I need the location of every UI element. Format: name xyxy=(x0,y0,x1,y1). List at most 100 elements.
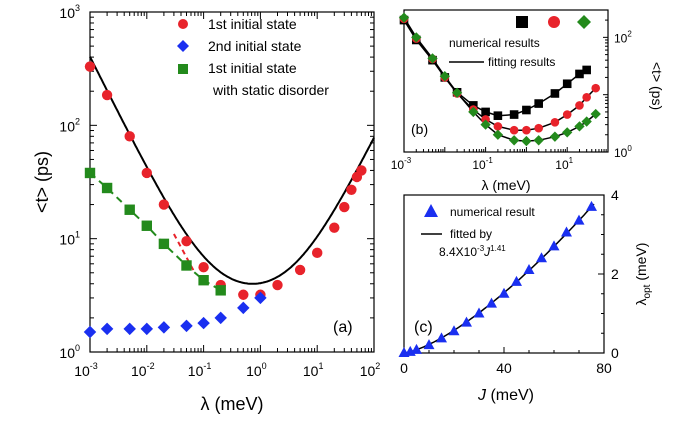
a-xtick-label: 101 xyxy=(303,361,324,379)
b-ytick-label: 100 xyxy=(614,144,632,160)
c-series-point xyxy=(498,287,510,298)
c-ytick-label: 2 xyxy=(611,266,619,282)
c-ytick-label: 0 xyxy=(611,345,619,361)
a-series2-point xyxy=(181,260,192,271)
b-series0-point xyxy=(522,105,531,115)
c-series-point xyxy=(586,200,597,211)
b-series2-point xyxy=(468,106,479,118)
b-series1-point xyxy=(534,123,543,133)
a-series1-point xyxy=(197,316,210,330)
panel-b-ylabel: <t> (ps) xyxy=(649,62,665,110)
b-series2-point xyxy=(480,119,491,130)
a-series0-point xyxy=(238,289,249,300)
c-series-point xyxy=(448,325,460,336)
b-series1-point xyxy=(575,101,584,110)
legend-a-square-icon xyxy=(178,64,188,74)
legend-c-3-J: J xyxy=(483,245,491,259)
panel-c-ylabel-sub: opt xyxy=(642,284,653,298)
a-series2-point xyxy=(215,285,226,296)
panel-c-ylabel: λopt (meV) xyxy=(633,243,653,306)
b-series2-point xyxy=(492,129,504,140)
legend-c-triangle-icon xyxy=(424,204,438,217)
c-series-point xyxy=(511,275,522,286)
a-series0-point xyxy=(158,199,170,210)
a-series1-point xyxy=(140,322,154,336)
legend-c-3-exp: -3 xyxy=(477,244,485,253)
panel-c-ylabel-main: λ xyxy=(633,298,649,305)
legend-b-square-icon xyxy=(516,16,528,28)
a-series1-point xyxy=(157,321,171,334)
b-series1-point xyxy=(481,115,490,124)
b-series0-point xyxy=(550,89,560,98)
c-series-point xyxy=(523,264,535,275)
c-series-point xyxy=(461,316,472,327)
panel-b-xlabel: λ (meV) xyxy=(482,177,531,193)
panel-b-frame xyxy=(403,9,609,153)
c-series-point xyxy=(573,214,585,225)
a-series0-point xyxy=(272,279,283,291)
b-series2-point xyxy=(439,71,450,82)
c-series-point xyxy=(411,343,422,354)
panel-c-ylabel-rest: (meV) xyxy=(633,243,649,285)
a-series0-point xyxy=(84,61,96,72)
a-series1-point xyxy=(123,322,136,336)
panel-c-xlabel: J (meV) xyxy=(477,387,534,404)
legend-c-3: 8.4X10-3J1.41 xyxy=(439,244,506,259)
a-xtick-label: 10-2 xyxy=(131,361,155,379)
b-series0-point xyxy=(582,65,591,75)
legend-a-2: 2nd initial state xyxy=(208,38,302,54)
panel-a-marks xyxy=(83,61,367,339)
b-series1-point xyxy=(522,125,531,135)
a-xtick-label: 10-1 xyxy=(188,361,212,379)
b-ytick-label: 102 xyxy=(614,29,632,45)
b-series2-point xyxy=(562,127,573,138)
c-series-point xyxy=(561,226,572,237)
a-series1-point xyxy=(83,325,97,339)
panel-b-marks xyxy=(398,12,601,147)
a-series0-point xyxy=(329,222,340,233)
a-series2-point xyxy=(198,275,209,286)
a-series1-point xyxy=(100,322,114,336)
c-xtick-label: 40 xyxy=(496,360,512,376)
c-xtick-label: 80 xyxy=(596,360,612,376)
panel-c-xlabel-rest: (meV) xyxy=(486,387,534,404)
a-series2-point xyxy=(101,182,113,194)
c-series-point xyxy=(548,240,560,251)
a-series1-point xyxy=(214,311,227,325)
panel-a-ylabel: <t> (ps) xyxy=(32,151,52,213)
legend-c-1: numerical result xyxy=(450,205,535,219)
a-series1-point xyxy=(237,301,250,315)
legend-c-2: fitted by xyxy=(450,227,492,241)
a-xtick-label: 10-3 xyxy=(74,361,98,379)
b-series2-point xyxy=(533,135,544,146)
a-xtick-label: 100 xyxy=(246,361,267,379)
panel-c-label: (c) xyxy=(414,319,433,336)
legend-a-3a: 1st initial state xyxy=(208,60,297,76)
legend-b-2: fitting results xyxy=(488,55,555,69)
legend-b-1: numerical results xyxy=(449,36,540,50)
a-series0-point xyxy=(141,167,152,179)
a-series2-point xyxy=(84,167,96,179)
panel-b-label: (b) xyxy=(411,121,428,137)
b-series1-point xyxy=(591,83,601,93)
legend-a-1: 1st initial state xyxy=(208,16,297,32)
c-series-point xyxy=(423,339,435,350)
legend-b-diamond-icon xyxy=(577,15,591,29)
b-series2-point xyxy=(521,135,532,147)
b-series1-point xyxy=(582,92,591,102)
b-fit-curve-2 xyxy=(403,17,597,142)
legend-b-circle-icon xyxy=(548,16,560,28)
b-series0-point xyxy=(534,99,543,108)
c-ytick-label: 4 xyxy=(611,187,619,203)
panel-a-label: (a) xyxy=(333,319,353,336)
a-series0-point xyxy=(101,89,113,101)
panel-a-frame xyxy=(89,11,375,353)
a-ytick-label: 101 xyxy=(59,230,80,248)
c-series-point xyxy=(536,252,547,263)
a-series1-point xyxy=(254,291,267,305)
b-series1-point xyxy=(509,125,519,135)
a-series0-point xyxy=(294,264,306,276)
b-series0-point xyxy=(509,110,519,119)
